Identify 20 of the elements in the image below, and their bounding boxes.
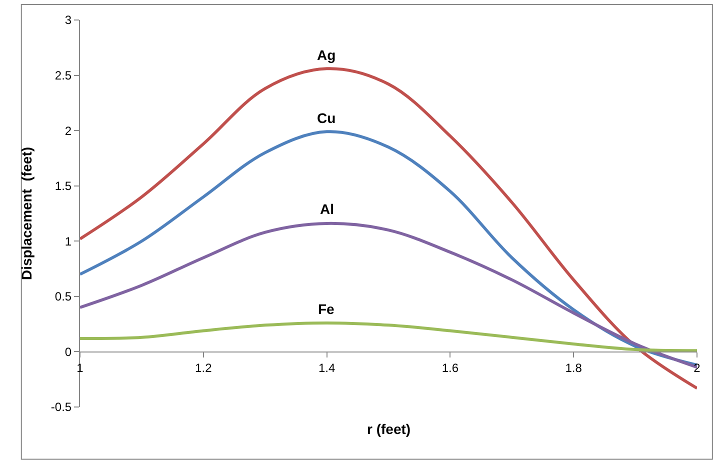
x-tick-label: 1.4 [318, 361, 336, 376]
x-tick-label: 1.6 [442, 361, 459, 376]
series-label: Fe [318, 301, 335, 317]
y-tick-label: 2.5 [54, 68, 72, 82]
y-tick-label: 0 [64, 344, 72, 359]
y-tick-label: 3 [64, 13, 72, 28]
y-tick-label: -0.5 [50, 400, 72, 414]
series-label: Cu [317, 110, 336, 126]
y-tick-label: 1 [64, 234, 72, 248]
series-label: Al [320, 201, 334, 217]
y-tick-label: 0.5 [54, 290, 72, 304]
series-label: Ag [317, 47, 336, 63]
y-axis-title: Displacement (feet) [18, 146, 35, 280]
y-tick-label: 1.5 [54, 179, 72, 194]
y-tick-label: 2 [64, 124, 72, 138]
x-tick-label: 2 [694, 361, 701, 376]
x-tick-label: 1 [76, 361, 84, 376]
x-tick-label: 1.8 [565, 361, 582, 376]
x-axis-title: r (feet) [367, 421, 411, 437]
x-tick-label: 1.2 [195, 361, 212, 376]
